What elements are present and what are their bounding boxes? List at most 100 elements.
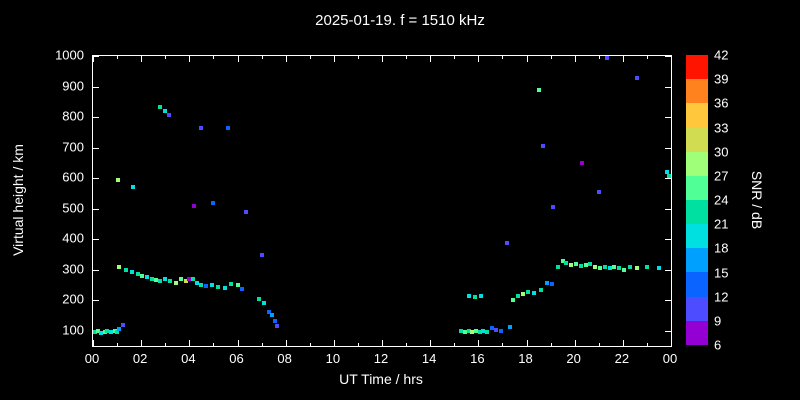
y-axis-tick — [93, 147, 99, 149]
x-tick-label: 18 — [518, 351, 533, 366]
data-point — [150, 276, 154, 281]
x-axis-minor-tick — [213, 343, 215, 346]
y-tick-label: 500 — [62, 200, 84, 216]
data-point — [192, 204, 197, 209]
colorbar-segment — [686, 296, 708, 321]
data-point — [99, 331, 104, 336]
data-point — [628, 265, 633, 270]
data-point — [153, 278, 158, 283]
data-point — [536, 88, 541, 93]
data-point — [163, 277, 168, 282]
colorbar — [686, 54, 708, 345]
data-point — [266, 309, 271, 314]
x-axis-tick — [333, 56, 335, 62]
data-point — [270, 313, 275, 318]
x-tick-label: 14 — [421, 351, 437, 366]
x-axis-tick — [574, 56, 576, 62]
data-point — [211, 200, 216, 205]
data-point — [511, 298, 516, 303]
x-axis-minor-tick — [357, 56, 359, 59]
data-point — [129, 270, 134, 275]
data-point — [478, 293, 483, 298]
x-tick-label: 00 — [84, 351, 100, 366]
data-point — [199, 125, 204, 130]
x-axis-tick — [622, 340, 624, 346]
x-axis-tick — [526, 340, 528, 346]
colorbar-segment — [686, 54, 708, 80]
x-axis-minor-tick — [454, 343, 456, 346]
colorbar-segment — [686, 224, 708, 249]
data-point — [272, 318, 277, 323]
x-axis-minor-tick — [213, 56, 215, 59]
data-point — [225, 126, 230, 131]
data-point — [240, 287, 245, 292]
data-point — [117, 264, 122, 269]
colorbar-segment — [686, 175, 708, 200]
data-point — [516, 294, 521, 299]
data-point — [123, 267, 128, 272]
x-axis-tick — [526, 56, 528, 62]
x-tick-label: 00 — [662, 351, 678, 366]
x-tick-label: 10 — [325, 351, 341, 366]
data-point — [612, 264, 617, 269]
x-axis-tick — [574, 340, 576, 346]
y-axis-tick — [665, 239, 671, 241]
y-tick-label: 900 — [62, 78, 84, 94]
data-point — [210, 282, 215, 287]
data-point — [466, 328, 471, 333]
data-point — [116, 177, 121, 182]
data-point — [555, 265, 560, 270]
data-point — [121, 322, 126, 327]
data-point — [473, 328, 478, 333]
data-point — [275, 323, 280, 328]
data-point — [484, 330, 489, 335]
x-axis-tick — [478, 56, 480, 62]
x-tick-label: 16 — [470, 351, 485, 366]
data-point — [489, 326, 494, 331]
data-point — [204, 284, 209, 289]
data-point — [95, 328, 100, 333]
x-axis-minor-tick — [165, 343, 167, 346]
y-axis-tick — [93, 178, 99, 180]
x-axis-minor-tick — [598, 343, 600, 346]
data-point — [158, 105, 163, 110]
x-tick-label: 06 — [229, 351, 244, 366]
x-axis-minor-tick — [550, 56, 552, 59]
x-axis-minor-tick — [406, 56, 408, 59]
colorbar-tick-label: 36 — [714, 95, 729, 111]
data-point — [166, 112, 171, 117]
data-point — [666, 173, 671, 178]
colorbar-tick-label: 39 — [714, 71, 729, 87]
x-axis-tick — [622, 56, 624, 62]
colorbar-segment — [686, 103, 708, 128]
x-axis-tick — [430, 340, 432, 346]
x-axis-tick — [237, 340, 239, 346]
data-point — [560, 258, 565, 263]
data-point — [168, 279, 173, 284]
colorbar-tick-label: 33 — [714, 120, 729, 135]
data-point — [541, 143, 546, 148]
x-axis-minor-tick — [261, 56, 263, 59]
x-tick-label: 04 — [181, 351, 196, 366]
data-point — [579, 160, 584, 165]
data-point — [459, 329, 464, 334]
y-tick-label: 1000 — [55, 47, 84, 63]
y-tick-label: 400 — [62, 230, 84, 246]
colorbar-title: SNR / dB — [749, 170, 765, 230]
x-axis-minor-tick — [646, 56, 648, 59]
y-axis-tick — [665, 178, 671, 180]
y-axis-tick — [93, 300, 99, 302]
x-axis-minor-tick — [117, 56, 119, 59]
data-point — [531, 290, 536, 295]
data-point — [505, 241, 510, 246]
colorbar-segment — [686, 248, 708, 273]
data-point — [569, 262, 574, 267]
data-point — [130, 184, 135, 189]
y-axis-tick — [665, 117, 671, 119]
data-point — [656, 266, 661, 271]
plot-area — [92, 55, 672, 347]
data-point — [194, 281, 199, 286]
data-point — [494, 327, 499, 332]
x-tick-label: 22 — [614, 351, 630, 366]
x-axis-tick — [237, 56, 239, 62]
